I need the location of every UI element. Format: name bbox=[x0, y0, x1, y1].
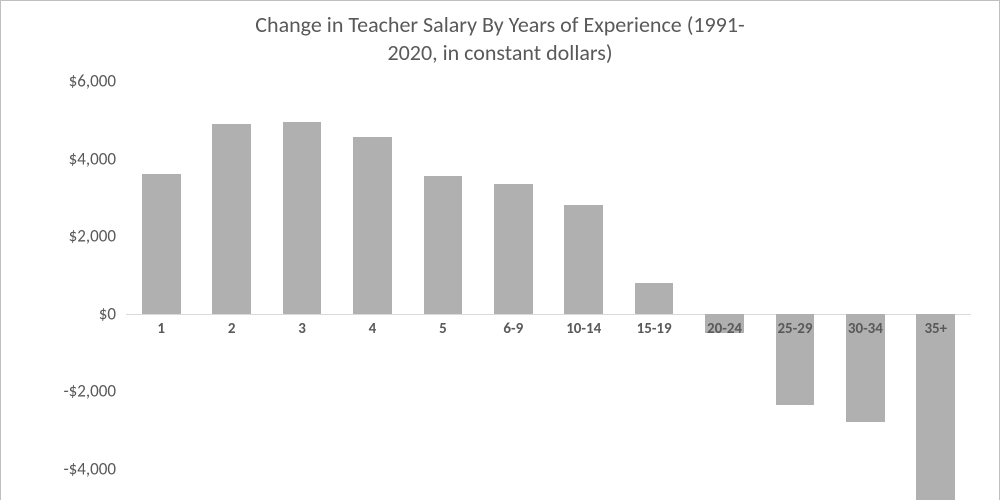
bar bbox=[283, 122, 322, 314]
x-category-label: 35+ bbox=[924, 320, 947, 338]
bar bbox=[142, 174, 181, 314]
x-category-label: 4 bbox=[369, 320, 377, 338]
y-tick-label: $0 bbox=[16, 303, 116, 324]
y-tick-label: $6,000 bbox=[16, 71, 116, 92]
chart-frame: Change in Teacher Salary By Years of Exp… bbox=[0, 0, 1000, 500]
x-category-label: 20-24 bbox=[707, 320, 742, 338]
bar bbox=[212, 124, 251, 314]
bar bbox=[564, 205, 603, 314]
y-tick-label: -$4,000 bbox=[16, 458, 116, 479]
x-category-label: 30-34 bbox=[848, 320, 883, 338]
bar bbox=[635, 283, 674, 314]
chart-title: Change in Teacher Salary By Years of Exp… bbox=[1, 11, 999, 66]
x-category-label: 1 bbox=[157, 320, 165, 338]
x-category-label: 6-9 bbox=[503, 320, 523, 338]
x-axis-line bbox=[126, 314, 971, 315]
x-category-label: 25-29 bbox=[777, 320, 812, 338]
y-tick-label: -$2,000 bbox=[16, 381, 116, 402]
x-category-label: 15-19 bbox=[637, 320, 672, 338]
x-category-label: 3 bbox=[298, 320, 306, 338]
y-tick-label: $2,000 bbox=[16, 226, 116, 247]
bar bbox=[494, 184, 533, 314]
x-category-label: 2 bbox=[228, 320, 236, 338]
x-category-label: 10-14 bbox=[566, 320, 601, 338]
bar bbox=[353, 137, 392, 313]
bar bbox=[916, 314, 955, 500]
bar bbox=[424, 176, 463, 314]
x-category-label: 5 bbox=[439, 320, 447, 338]
chart-title-line2: 2020, in constant dollars) bbox=[388, 39, 613, 66]
chart-title-line1: Change in Teacher Salary By Years of Exp… bbox=[255, 11, 744, 38]
y-tick-label: $4,000 bbox=[16, 148, 116, 169]
